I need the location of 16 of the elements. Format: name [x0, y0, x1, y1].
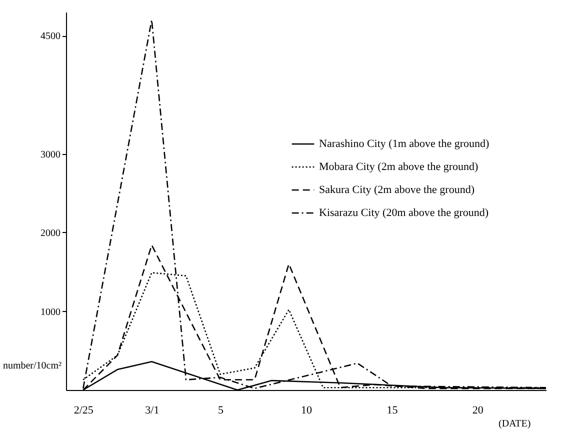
y-axis-title: number/10cm² — [2, 360, 62, 372]
legend-label: Sakura City (2m above the ground) — [319, 184, 475, 196]
x-tick-label: 2/25 — [74, 404, 94, 416]
x-tick-label: 5 — [218, 404, 224, 416]
legend-label: Mobara City (2m above the ground) — [319, 161, 478, 173]
y-tick-label: 2000 — [40, 228, 60, 239]
x-axis-title: (DATE) — [498, 418, 531, 430]
x-tick-label: 15 — [386, 404, 398, 416]
y-tick-label: 1000 — [40, 306, 60, 318]
y-tick-label: 4500 — [40, 31, 60, 42]
legend-label: Narashino City (1m above the ground) — [319, 138, 490, 150]
legend-label: Kisarazu City (20m above the ground) — [319, 207, 489, 219]
x-tick-label: 3/1 — [145, 404, 160, 416]
y-tick-label: 3000 — [40, 149, 60, 160]
x-tick-label: 20 — [472, 404, 484, 416]
x-tick-label: 10 — [301, 404, 312, 416]
